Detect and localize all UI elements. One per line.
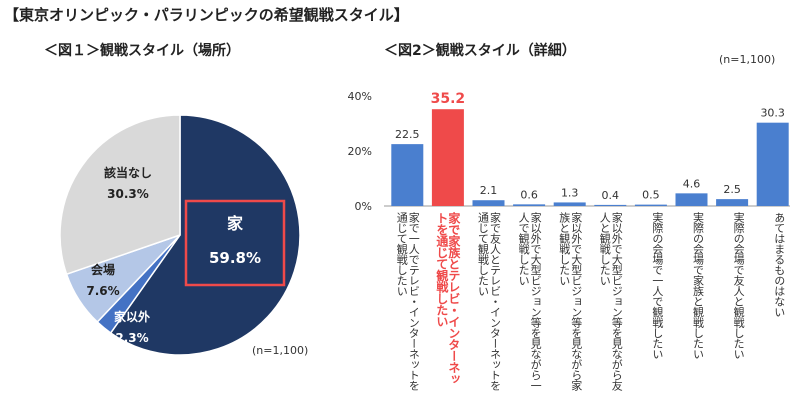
bar — [391, 144, 424, 206]
bar — [634, 204, 667, 206]
bar-category-label: 家で一人でテレビ・インターネットを通じて観戦したい — [395, 212, 421, 391]
pie-slice-value: 2.3% — [115, 331, 148, 345]
pie-slice-value: 7.6% — [86, 284, 119, 298]
bar-category-label: 家で友人とテレビ・インターネットを通じて観戦したい — [476, 212, 502, 391]
y-tick-label: 40% — [348, 90, 372, 103]
bar — [594, 204, 627, 206]
pie-slice — [59, 114, 181, 276]
bar-value-label: 0.4 — [602, 189, 620, 202]
pie-slice-label: 該当なし — [104, 165, 152, 180]
pie-slice-label: 家 — [227, 214, 244, 233]
pie-slice — [109, 114, 301, 356]
bar — [513, 204, 546, 206]
bar-category-label: 実際の会場で一人で観戦したい — [650, 212, 664, 359]
bar — [675, 193, 708, 206]
pie-slice-label: 家以外 — [114, 309, 150, 324]
bar — [431, 109, 464, 206]
pie-chart-title: ＜図１＞観戦スタイル（場所） — [44, 43, 240, 59]
pie-chart-sample-size: (n=1,100) — [252, 344, 309, 357]
highlight-box — [184, 199, 286, 287]
bar-category-label: 家で家族とテレビ・インターネットを通じて観戦したい — [434, 212, 461, 385]
bar-chart-title: ＜図2＞観戦スタイル（詳細） — [384, 43, 576, 59]
pie-slice-label: 会場 — [91, 262, 115, 277]
pie-slice-value: 30.3% — [107, 187, 149, 201]
bar-value-label: 2.5 — [723, 183, 741, 196]
bar-category-label: 家以外で大型ビジョン等を見ながら一人で観戦したい — [517, 212, 543, 391]
bar-chart-sample-size: (n=1,100) — [719, 53, 776, 66]
bar-value-label: 30.3 — [760, 107, 785, 120]
bar-category-label: あてはまるものはない — [772, 212, 786, 317]
bar-value-label: 22.5 — [395, 128, 420, 141]
pie-slice-value: 59.8% — [209, 249, 261, 267]
bar-value-label: 2.1 — [480, 184, 498, 197]
bar — [472, 200, 505, 206]
page-title: 【東京オリンピック・パラリンピックの希望観戦スタイル】 — [4, 6, 409, 24]
bar-category-label: 家以外で大型ビジョン等を見ながら友人と観戦したい — [598, 212, 624, 391]
bar-category-label: 実際の会場で家族と観戦したい — [691, 212, 705, 359]
y-tick-label: 20% — [348, 145, 372, 158]
bar — [756, 122, 789, 206]
bar-value-label: 0.6 — [520, 188, 538, 201]
y-tick-label: 0% — [355, 200, 372, 213]
bar-category-label: 家以外で大型ビジョン等を見ながら家族と観戦したい — [557, 212, 583, 391]
bar-value-label: 35.2 — [431, 91, 466, 107]
bar-value-label: 1.3 — [561, 186, 579, 199]
bar-value-label: 4.6 — [683, 177, 701, 190]
bar-value-label: 0.5 — [642, 189, 660, 202]
bar — [553, 202, 586, 206]
bar-category-label: 実際の会場で友人と観戦したい — [732, 212, 746, 359]
bar — [716, 199, 749, 206]
